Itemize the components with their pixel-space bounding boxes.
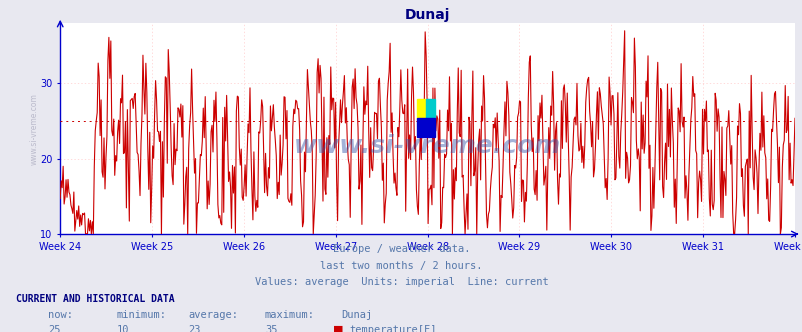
Text: minimum:: minimum: [116, 310, 166, 320]
Text: Dunaj: Dunaj [341, 310, 372, 320]
Text: ■: ■ [333, 325, 343, 332]
FancyBboxPatch shape [425, 99, 435, 118]
Text: now:: now: [48, 310, 73, 320]
Text: last two months / 2 hours.: last two months / 2 hours. [320, 261, 482, 271]
Text: temperature[F]: temperature[F] [349, 325, 436, 332]
Text: 23: 23 [188, 325, 201, 332]
FancyBboxPatch shape [425, 118, 435, 137]
Text: Europe / weather data.: Europe / weather data. [332, 244, 470, 254]
Title: Dunaj: Dunaj [404, 8, 450, 22]
Text: www.si-vreme.com: www.si-vreme.com [294, 133, 561, 157]
FancyBboxPatch shape [416, 118, 425, 137]
Text: average:: average: [188, 310, 238, 320]
Text: CURRENT AND HISTORICAL DATA: CURRENT AND HISTORICAL DATA [16, 294, 175, 304]
Text: maximum:: maximum: [265, 310, 314, 320]
Text: 35: 35 [265, 325, 277, 332]
FancyBboxPatch shape [416, 99, 425, 118]
Text: 25: 25 [48, 325, 61, 332]
Y-axis label: www.si-vreme.com: www.si-vreme.com [30, 93, 38, 165]
Text: Values: average  Units: imperial  Line: current: Values: average Units: imperial Line: cu… [254, 277, 548, 287]
Text: 10: 10 [116, 325, 129, 332]
